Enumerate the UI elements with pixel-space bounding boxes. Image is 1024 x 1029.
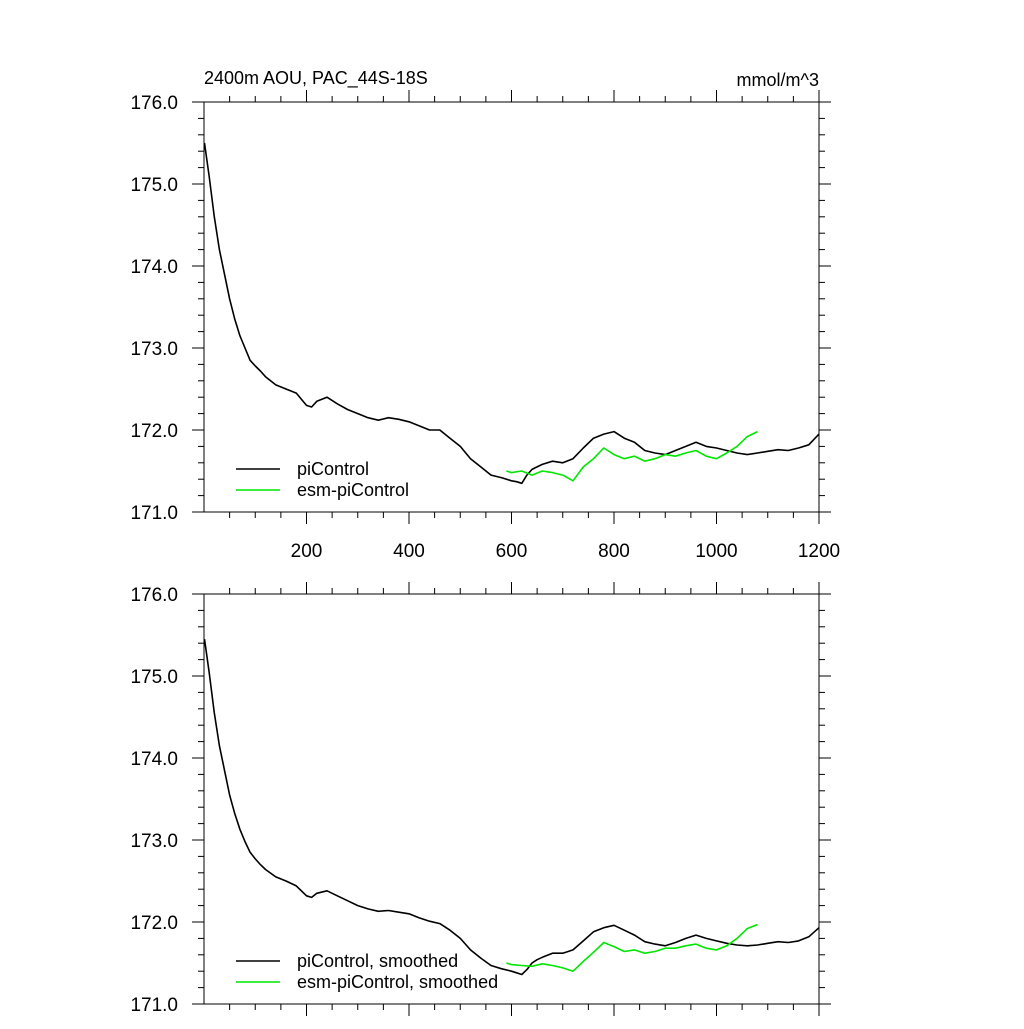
- legend-label: piControl: [297, 459, 369, 479]
- x-tick-label: 600: [496, 541, 528, 562]
- chart-units: mmol/m^3: [737, 70, 819, 90]
- y-tick-label: 173.0: [130, 831, 178, 852]
- x-tick-label: 800: [598, 541, 630, 562]
- chart-title: 2400m AOU, PAC_44S-18S: [204, 68, 428, 89]
- y-tick-label: 174.0: [130, 749, 178, 770]
- series-line-esm-picontrol-smoothed: [506, 923, 758, 973]
- y-tick-label: 171.0: [130, 995, 178, 1016]
- y-tick-label: 176.0: [130, 585, 178, 606]
- y-tick-label: 173.0: [130, 339, 178, 360]
- y-tick-label: 172.0: [130, 913, 178, 934]
- y-tick-label: 174.0: [130, 257, 178, 278]
- legend-label: piControl, smoothed: [297, 951, 458, 971]
- y-tick-label: 171.0: [130, 503, 178, 524]
- legend-label: esm-piControl, smoothed: [297, 972, 498, 992]
- series-line-picontrol: [203, 142, 820, 485]
- y-tick-label: 175.0: [130, 667, 178, 688]
- x-tick-label: 200: [291, 541, 323, 562]
- panel-bottom: 171.0 172.0 173.0 174.0 175.0 176.0 piControl,…: [130, 582, 831, 1016]
- x-tick-label: 400: [393, 541, 425, 562]
- series-line-esm-picontrol: [506, 430, 758, 482]
- series-line-picontrol-smoothed: [203, 638, 820, 976]
- y-tick-label: 175.0: [130, 175, 178, 196]
- x-tick-label: 1200: [798, 541, 840, 562]
- panel-top: 2400m AOU, PAC_44S-18S mmol/m^3 171.0 172…: [130, 68, 840, 562]
- x-tick-label: 1000: [695, 541, 737, 562]
- y-tick-label: 172.0: [130, 421, 178, 442]
- legend-label: esm-piControl: [297, 480, 409, 500]
- y-tick-label: 176.0: [130, 93, 178, 114]
